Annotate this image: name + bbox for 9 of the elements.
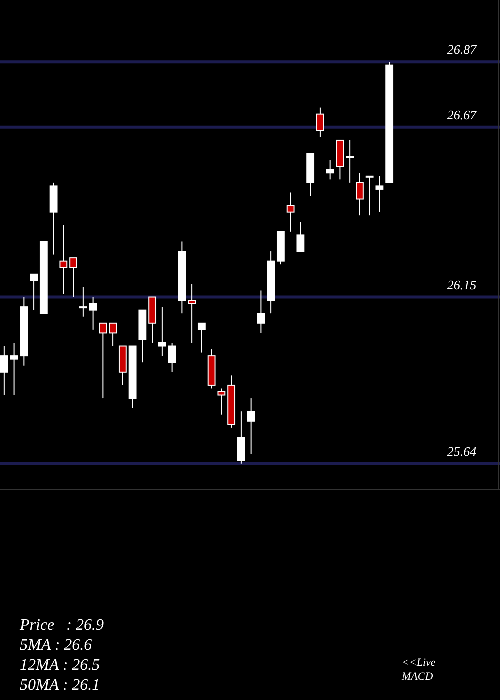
text: 50MA : 26.1 [20,677,100,694]
y-tick-label: 26.87 [447,42,478,58]
y-tick-label: 26.67 [447,107,478,122]
text: 5MA : 26.6 [20,637,92,654]
text: Price : 26.9 [19,617,104,634]
y-tick-label: 26.15 [447,277,478,292]
y-tick-label: 25.64 [447,444,478,459]
text: <<Live MACD [401,657,436,683]
text: 12MA : 26.5 [20,657,100,674]
